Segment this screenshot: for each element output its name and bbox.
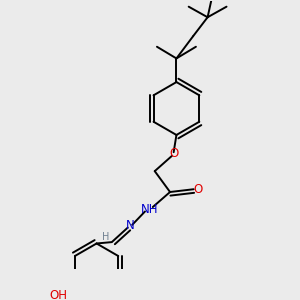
Text: H: H [102,232,110,242]
Text: O: O [169,146,179,160]
Text: N: N [126,220,134,232]
Text: NH: NH [141,203,159,216]
Text: OH: OH [49,289,67,300]
Text: O: O [194,183,203,196]
